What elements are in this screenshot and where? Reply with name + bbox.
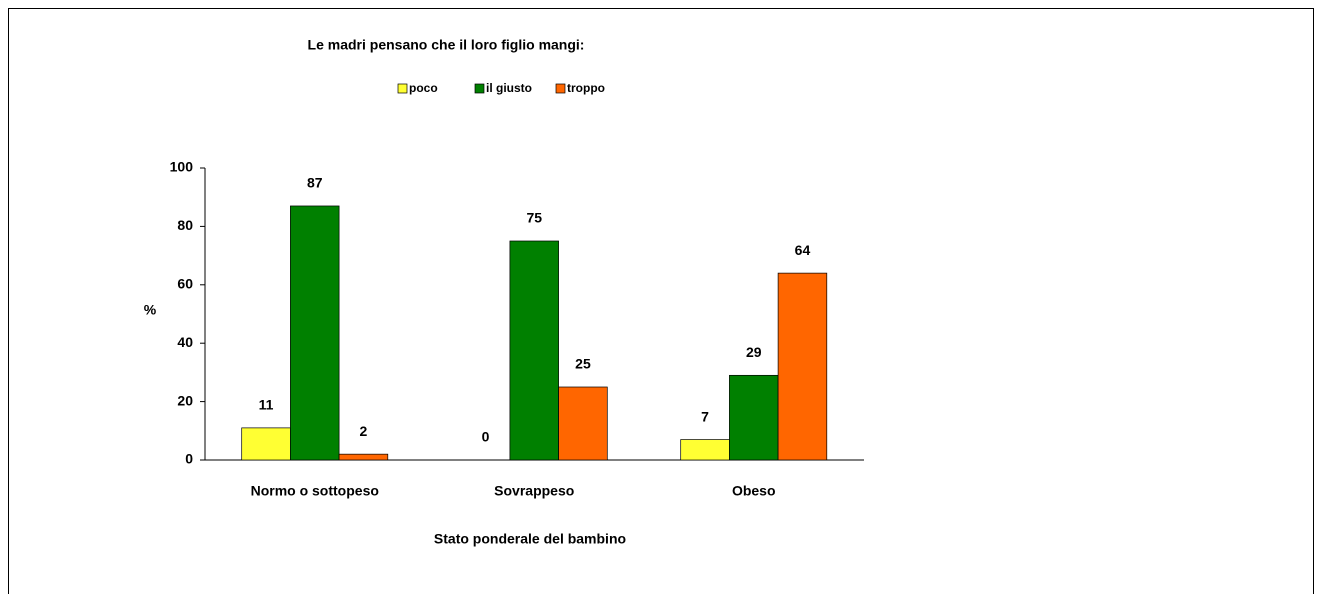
value-label: 75 — [526, 210, 542, 226]
legend-label: poco — [409, 81, 438, 95]
value-label: 2 — [360, 423, 368, 439]
bar — [558, 386, 608, 461]
x-tick-label: Sovrappeso — [494, 483, 574, 499]
value-label: 0 — [482, 429, 490, 445]
bar — [338, 453, 389, 461]
x-axis-title: Stato ponderale del bambino — [434, 531, 626, 547]
value-label: 7 — [701, 408, 709, 424]
legend-swatch — [555, 83, 566, 94]
frame — [8, 8, 1314, 594]
legend-swatch — [474, 83, 485, 94]
value-label: 29 — [746, 344, 762, 360]
y-tick-label: 60 — [177, 276, 193, 292]
legend-swatch — [397, 83, 408, 94]
bar — [509, 240, 559, 461]
chart-title: Le madri pensano che il loro figlio mang… — [308, 37, 585, 53]
y-tick-label: 100 — [170, 159, 194, 175]
legend-label: troppo — [567, 81, 605, 95]
x-tick-label: Normo o sottopeso — [251, 483, 379, 499]
legend-label: il giusto — [486, 81, 532, 95]
y-tick-label: 0 — [185, 451, 193, 467]
value-label: 25 — [575, 356, 591, 372]
value-label: 87 — [307, 175, 323, 191]
legend: poco il giusto troppo — [397, 81, 605, 95]
y-tick-label: 20 — [177, 392, 193, 408]
bar — [680, 439, 730, 461]
x-tick-label: Obeso — [732, 483, 776, 499]
bar — [241, 427, 291, 461]
y-axis-title: % — [144, 302, 157, 318]
bar — [290, 205, 340, 461]
y-tick-label: 80 — [177, 217, 193, 233]
value-label: 11 — [259, 397, 274, 413]
bar — [777, 272, 828, 461]
bar — [729, 374, 779, 461]
y-tick-label: 40 — [177, 334, 193, 350]
value-label: 64 — [795, 242, 811, 258]
